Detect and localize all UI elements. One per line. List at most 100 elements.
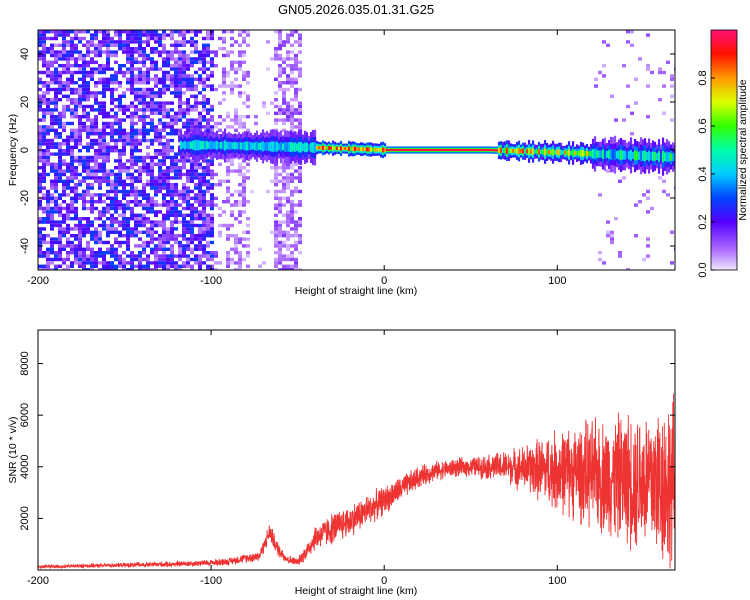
spectrogram-cell <box>198 101 202 105</box>
spectrogram-cell <box>102 67 106 71</box>
spectrogram-cell <box>90 132 94 136</box>
signal-band-segment <box>443 148 447 152</box>
spectrogram-cell <box>134 217 138 221</box>
spectrogram-cell <box>278 74 282 78</box>
spectrogram-cell <box>66 223 70 228</box>
spectrogram-cell <box>110 196 114 200</box>
spectrogram-cell <box>206 230 210 234</box>
spectrogram-cell <box>134 50 138 54</box>
spectrogram-cell <box>210 234 214 238</box>
spectrogram-cell <box>42 132 46 136</box>
spectrogram-cell <box>94 159 98 163</box>
spectrogram-cell <box>106 149 110 153</box>
spectrogram-cell <box>78 115 82 119</box>
spectrogram-cell <box>290 115 294 119</box>
spectrogram-cell <box>158 132 162 136</box>
spectrogram-cell <box>42 237 46 241</box>
colorbar-tick-label: 0.6 <box>697 118 709 133</box>
spectrogram-cell <box>178 50 182 54</box>
spectrogram-cell <box>74 70 78 75</box>
spectrogram-cell <box>66 43 70 47</box>
spectrogram-cell <box>74 213 78 217</box>
spectrogram-cell <box>286 108 290 112</box>
signal-band-segment <box>605 150 609 158</box>
spectrogram-cell <box>102 40 106 44</box>
spectrogram-cell <box>174 268 178 270</box>
spectrogram-cell <box>130 30 134 34</box>
spectrogram-cell <box>194 84 198 88</box>
spectrogram-cell <box>110 36 114 41</box>
spectrogram-cell <box>114 206 118 211</box>
spectrogram-cell <box>162 64 166 68</box>
spectrogram-cell <box>102 227 106 231</box>
spectrogram-cell <box>126 230 130 234</box>
spectrogram-cell <box>90 203 94 207</box>
spectrogram-cell <box>98 53 102 58</box>
spectrogram-cell <box>142 87 146 92</box>
spectrogram-cell <box>190 247 194 251</box>
spectrogram-cell <box>82 189 86 194</box>
spectrogram-cell <box>98 70 102 75</box>
spectrogram-cell <box>202 193 206 197</box>
spectrogram-cell <box>190 81 194 85</box>
spectrogram-cell <box>118 121 122 126</box>
spectrogram-cell <box>186 118 190 122</box>
spectrogram-cell <box>138 33 142 37</box>
signal-band-segment <box>261 141 265 152</box>
spectrogram-cell <box>86 84 90 88</box>
spectrogram-cell <box>70 169 74 173</box>
top-y-tick-label: 0 <box>19 147 31 153</box>
spectrogram-cell <box>154 77 158 81</box>
spectrogram-cell <box>190 264 194 268</box>
top-x-tick-label: 100 <box>548 275 566 287</box>
spectrogram-cell <box>114 70 118 75</box>
spectrogram-cell <box>150 220 154 224</box>
spectrogram-cell <box>38 240 42 245</box>
spectrogram-cell <box>290 176 294 180</box>
spectrogram-cell <box>78 193 82 197</box>
spectrogram-cell <box>186 172 190 177</box>
spectrogram-cell <box>62 115 66 119</box>
spectrogram-cell <box>186 193 190 197</box>
spectrogram-cell <box>90 104 94 109</box>
spectrogram-cell <box>170 77 174 81</box>
spectrogram-cell <box>162 213 166 217</box>
spectrogram-cell <box>142 81 146 85</box>
spectrogram-cell <box>150 230 154 234</box>
spectrogram-cell <box>182 251 186 255</box>
spectrogram-cell <box>234 169 238 173</box>
spectrogram-cell <box>262 101 266 105</box>
spectrogram-cell <box>86 166 90 170</box>
spectrogram-cell <box>206 84 210 88</box>
signal-band-segment <box>457 148 461 152</box>
spectrogram-cell <box>218 179 222 183</box>
spectrogram-cell <box>282 189 286 194</box>
spectrogram-cell <box>46 67 50 71</box>
spectrogram-cell <box>58 193 62 197</box>
spectrogram-cell <box>142 264 146 268</box>
spectrogram-cell <box>134 111 138 115</box>
signal-band-segment <box>405 148 409 152</box>
spectrogram-cell <box>182 70 186 75</box>
spectrogram-cell <box>42 70 46 75</box>
spectrogram-cell <box>54 200 58 204</box>
spectrogram-cell <box>206 77 210 81</box>
spectrogram-cell <box>134 104 138 109</box>
spectrogram-cell <box>178 30 182 34</box>
spectrogram-cell <box>294 169 298 173</box>
spectrogram-cell <box>62 230 66 234</box>
spectrogram-cell <box>74 142 78 146</box>
spectrogram-cell <box>182 217 186 221</box>
spectrogram-cell <box>38 206 42 211</box>
spectrogram-cell <box>226 237 230 241</box>
signal-band-segment <box>669 153 673 161</box>
spectrogram-cell <box>294 268 298 270</box>
spectrogram-cell <box>174 84 178 88</box>
spectrogram-cell <box>162 115 166 119</box>
spectrogram-cell <box>46 91 50 95</box>
spectrogram-cell <box>130 81 134 85</box>
spectrogram-cell <box>70 81 74 85</box>
spectrogram-cell <box>114 142 118 146</box>
spectrogram-cell <box>230 213 234 217</box>
signal-band-segment <box>585 150 589 157</box>
